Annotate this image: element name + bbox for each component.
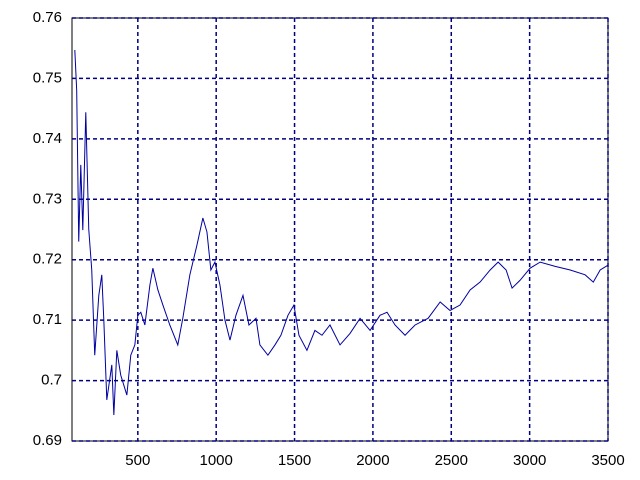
x-tick-label: 2500 — [435, 452, 468, 469]
x-tick-label: 3500 — [591, 452, 624, 469]
y-tick-label: 0.75 — [33, 69, 62, 86]
y-tick-label: 0.74 — [33, 130, 62, 147]
y-tick-label: 0.71 — [33, 311, 62, 328]
x-tick-label: 2000 — [356, 452, 389, 469]
x-tick-label: 1500 — [278, 452, 311, 469]
y-tick-label: 0.76 — [33, 9, 62, 26]
plot-frame — [71, 17, 609, 442]
y-tick-label: 0.73 — [33, 190, 62, 207]
x-tick-label: 500 — [125, 452, 150, 469]
x-tick-label: 1000 — [199, 452, 232, 469]
data-line — [74, 50, 609, 416]
y-tick-label: 0.7 — [41, 372, 62, 389]
y-tick-label: 0.72 — [33, 251, 62, 268]
y-tick-label: 0.69 — [33, 432, 62, 449]
x-tick-label: 3000 — [513, 452, 546, 469]
